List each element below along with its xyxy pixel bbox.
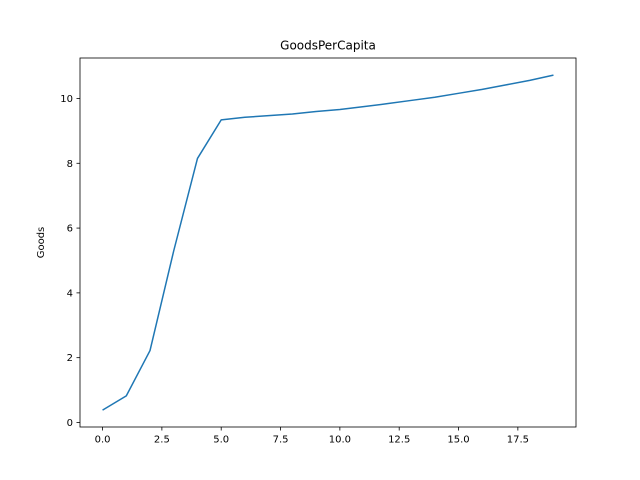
series-line: [102, 74, 554, 411]
y-axis-label: Goods: [36, 227, 47, 259]
x-tick-label: 2.5: [154, 435, 170, 446]
axes-frame: [79, 57, 577, 428]
x-tick-label: 17.5: [507, 435, 529, 446]
x-tick-label: 15.0: [447, 435, 469, 446]
x-axis: 0.0 2.5 5.0 7.5 10.0 12.5 15.0 17.5: [95, 427, 529, 446]
y-tick-label: 6: [67, 224, 73, 235]
chart-title: GoodsPerCapita: [280, 39, 376, 53]
x-tick-label: 0.0: [95, 435, 111, 446]
x-tick-label: 5.0: [213, 435, 229, 446]
x-tick-label: 7.5: [273, 435, 289, 446]
y-tick-label: 2: [67, 353, 73, 364]
y-tick-label: 4: [67, 288, 73, 299]
y-tick-label: 0: [67, 418, 73, 429]
y-tick-label: 10: [60, 94, 73, 105]
x-tick-label: 12.5: [388, 435, 410, 446]
plot-area: 0.0 2.5 5.0 7.5 10.0 12.5 15.0 17.5 0 2 4 6 8 10: [60, 57, 577, 446]
y-tick-label: 8: [67, 159, 73, 170]
y-axis: 0 2 4 6 8 10: [60, 94, 80, 429]
x-tick-label: 10.0: [329, 435, 351, 446]
